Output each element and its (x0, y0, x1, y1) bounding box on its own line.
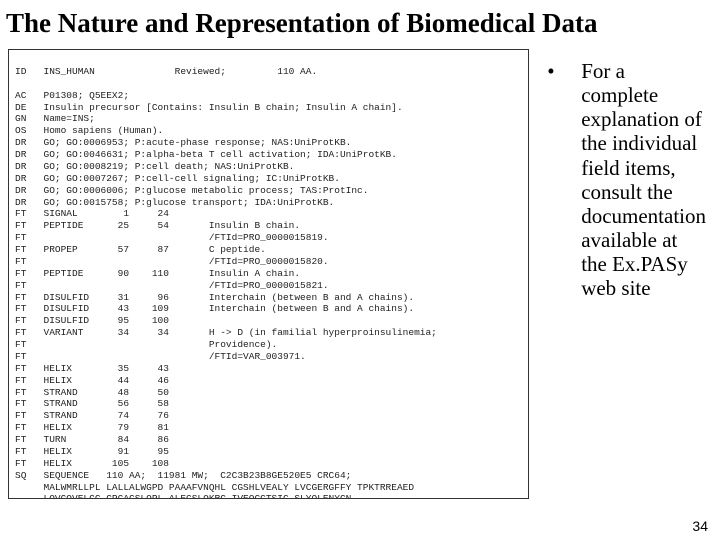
record-body: AC P01308; Q5EEX2; DE Insulin precursor … (15, 90, 437, 499)
page-number: 34 (692, 518, 708, 534)
swissprot-record: ID INS_HUMAN Reviewed; 110 AA. AC P01308… (8, 49, 529, 499)
page-title: The Nature and Representation of Biomedi… (0, 0, 720, 43)
main-content: ID INS_HUMAN Reviewed; 110 AA. AC P01308… (0, 43, 720, 499)
side-text: For a complete explanation of the indivi… (529, 49, 712, 499)
record-header: ID INS_HUMAN Reviewed; 110 AA. (15, 66, 317, 77)
bullet-item: For a complete explanation of the indivi… (547, 59, 706, 300)
